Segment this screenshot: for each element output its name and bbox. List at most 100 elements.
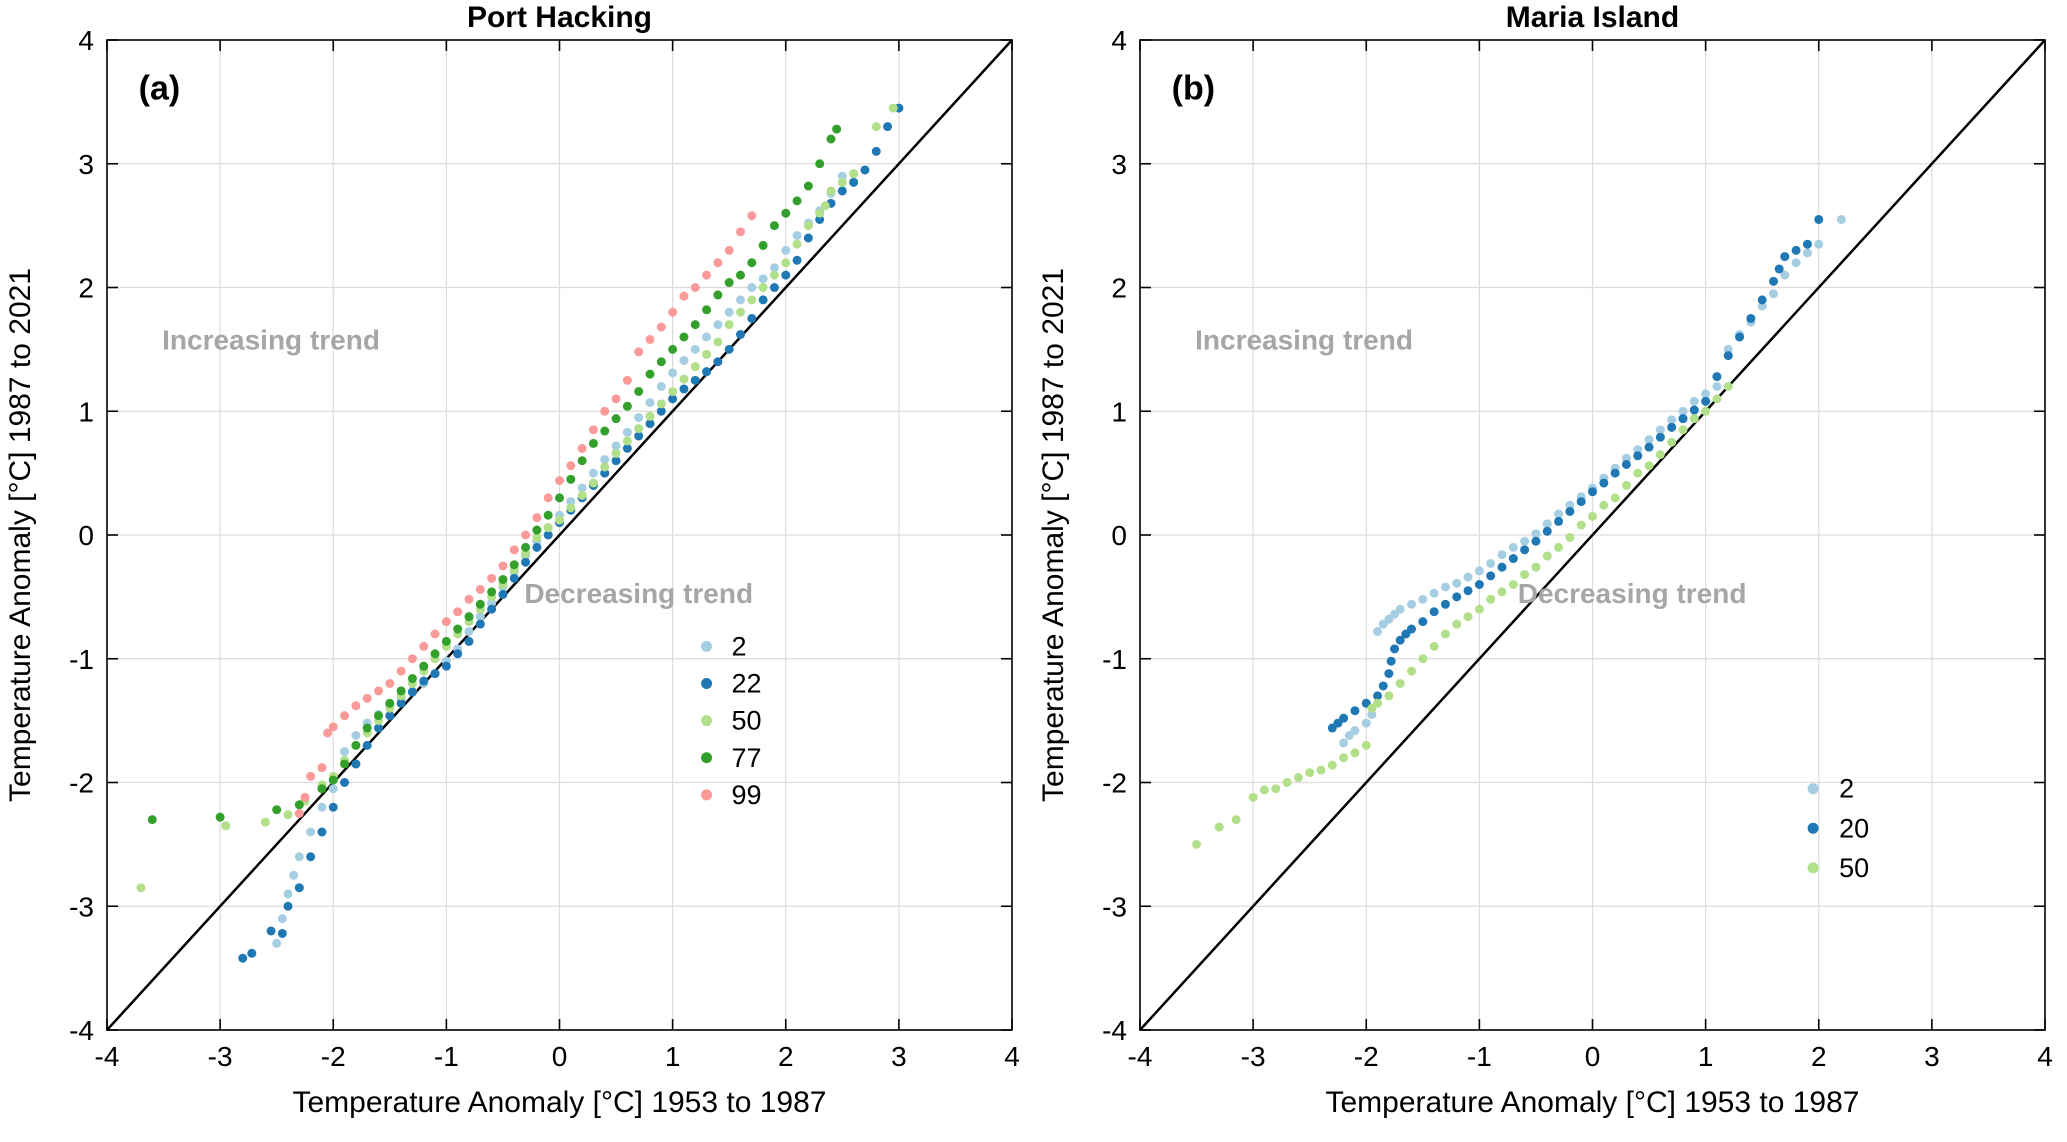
data-point bbox=[385, 679, 395, 688]
data-point bbox=[588, 468, 598, 478]
data-point bbox=[645, 411, 655, 421]
data-point bbox=[1678, 406, 1688, 416]
data-point bbox=[1667, 437, 1677, 447]
data-point bbox=[1259, 785, 1269, 795]
data-point bbox=[1508, 580, 1518, 589]
data-point bbox=[509, 560, 519, 570]
data-point bbox=[317, 827, 327, 837]
data-point bbox=[1689, 396, 1699, 406]
data-point bbox=[407, 687, 417, 697]
data-point bbox=[758, 283, 768, 292]
data-point bbox=[487, 598, 497, 608]
legend-marker-99 bbox=[701, 789, 713, 801]
y-tick-label: 2 bbox=[1111, 273, 1127, 304]
data-point bbox=[826, 134, 836, 144]
data-point bbox=[317, 784, 327, 794]
data-point bbox=[521, 557, 531, 567]
data-point bbox=[441, 636, 451, 646]
data-point bbox=[792, 196, 802, 206]
data-point bbox=[815, 214, 825, 224]
data-point bbox=[1610, 468, 1620, 478]
data-point bbox=[758, 240, 768, 250]
data-point bbox=[1780, 270, 1790, 280]
data-point bbox=[283, 901, 293, 911]
data-point bbox=[464, 594, 474, 604]
x-tick-label: -2 bbox=[1354, 1041, 1379, 1072]
panel-a-increasing-trend-label: Increasing trend bbox=[162, 324, 380, 355]
data-point bbox=[1542, 519, 1552, 529]
data-point bbox=[1350, 726, 1360, 736]
data-point bbox=[1508, 554, 1518, 564]
data-point bbox=[1531, 562, 1541, 572]
data-point bbox=[724, 245, 734, 255]
scatter-series-50 bbox=[136, 103, 898, 893]
data-point bbox=[645, 419, 655, 429]
panel-b-y-axis-label: Temperature Anomaly [°C] 1987 to 2021 bbox=[1037, 268, 1070, 802]
data-point bbox=[294, 883, 304, 893]
data-point bbox=[1633, 445, 1643, 455]
data-point bbox=[645, 398, 655, 408]
x-tick-label: -1 bbox=[1467, 1041, 1492, 1072]
data-point bbox=[419, 641, 429, 651]
data-point bbox=[385, 711, 395, 721]
data-point bbox=[1542, 551, 1552, 561]
data-point bbox=[566, 474, 576, 484]
data-point bbox=[1520, 545, 1530, 555]
data-point bbox=[283, 889, 293, 899]
data-point bbox=[362, 740, 372, 750]
data-point bbox=[272, 805, 282, 815]
data-point bbox=[1769, 276, 1778, 286]
data-point bbox=[611, 456, 621, 466]
data-point bbox=[724, 278, 734, 288]
data-point bbox=[566, 461, 576, 471]
data-point bbox=[1599, 500, 1609, 510]
data-point bbox=[1633, 468, 1643, 478]
data-point bbox=[306, 827, 316, 837]
y-tick-label: -1 bbox=[1102, 644, 1127, 675]
data-point bbox=[832, 124, 842, 134]
data-point bbox=[283, 810, 293, 820]
data-point bbox=[317, 763, 327, 773]
data-point bbox=[475, 584, 485, 594]
data-point bbox=[351, 759, 361, 769]
data-point bbox=[747, 283, 757, 292]
data-point bbox=[475, 612, 485, 622]
legend-marker-77 bbox=[701, 752, 713, 764]
data-point bbox=[1554, 509, 1564, 519]
x-tick-label: -2 bbox=[321, 1041, 346, 1072]
data-point bbox=[611, 394, 621, 404]
data-point bbox=[1452, 592, 1462, 602]
data-point bbox=[600, 462, 610, 472]
data-point bbox=[622, 436, 632, 446]
data-point bbox=[1701, 389, 1711, 399]
data-point bbox=[147, 815, 157, 825]
data-point bbox=[1282, 778, 1292, 787]
panel-b-title: Maria Island bbox=[1506, 1, 1679, 34]
data-point bbox=[1791, 258, 1801, 268]
data-point bbox=[1780, 252, 1790, 262]
data-point bbox=[464, 612, 474, 622]
data-point bbox=[1508, 542, 1518, 552]
data-point bbox=[1474, 566, 1484, 576]
data-point bbox=[509, 573, 519, 583]
data-point bbox=[221, 821, 231, 831]
plot-area-b: -4 -3 -2 -1 0 1 2 3 4 -4 -3 -2 -1 0 1 2 3 4 2 20 50 bbox=[1102, 25, 2053, 1072]
data-point bbox=[1836, 214, 1846, 224]
data-point bbox=[351, 740, 361, 750]
y-tick-label: -2 bbox=[1102, 768, 1127, 799]
data-point bbox=[1463, 586, 1473, 596]
data-point bbox=[340, 759, 350, 769]
data-point bbox=[837, 177, 847, 187]
data-point bbox=[294, 808, 304, 818]
data-point bbox=[340, 747, 350, 757]
y-tick-label: 1 bbox=[78, 396, 94, 427]
panel-b-decreasing-trend-label: Decreasing trend bbox=[1518, 578, 1747, 609]
data-point bbox=[351, 730, 361, 740]
legend-marker-2 bbox=[701, 640, 713, 652]
data-point bbox=[611, 441, 621, 451]
data-point bbox=[419, 661, 429, 671]
data-point bbox=[328, 775, 338, 785]
data-point bbox=[656, 382, 666, 391]
data-point bbox=[1542, 526, 1552, 536]
